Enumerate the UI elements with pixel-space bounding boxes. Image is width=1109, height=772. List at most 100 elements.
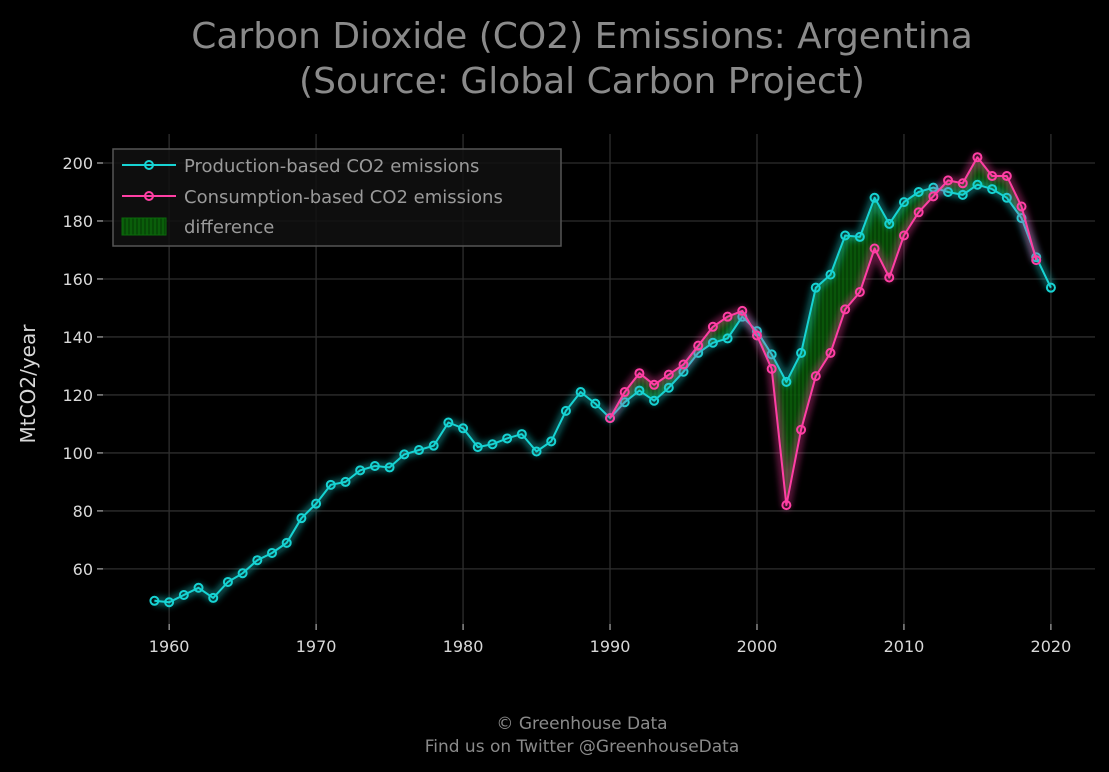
production-series-point (208, 592, 219, 603)
production-series-point (987, 184, 998, 195)
production-series-point (252, 555, 263, 566)
x-tick-label: 1980 (443, 637, 484, 656)
difference-fill (610, 157, 1037, 506)
y-tick-label: 200 (62, 154, 93, 173)
production-series-point (502, 433, 513, 444)
consumption-series-point (1001, 171, 1012, 182)
consumption-series-point (796, 424, 807, 435)
consumption-series-point (1031, 255, 1042, 266)
x-tick-label: 2000 (737, 637, 778, 656)
production-series-point (884, 218, 895, 229)
production-series-point (458, 423, 469, 434)
production-series-point (663, 382, 674, 393)
consumption-series-point (605, 413, 616, 424)
series-lines (149, 152, 1056, 608)
consumption-series-point (722, 311, 733, 322)
consumption-series-point (884, 272, 895, 283)
consumption-series-point (854, 287, 865, 298)
legend: Production-based CO2 emissions Consumpti… (112, 148, 562, 247)
consumption-series-point (840, 304, 851, 315)
production-series-point (193, 582, 204, 593)
production-series-point (1045, 282, 1056, 293)
y-tick-label: 180 (62, 212, 93, 231)
consumption-series-point (957, 178, 968, 189)
consumption-series-point (972, 152, 983, 163)
production-series-point (575, 387, 586, 398)
consumption-series-point (1016, 201, 1027, 212)
production-series-point (399, 449, 410, 460)
consumption-series-point (928, 191, 939, 202)
legend-frame (112, 148, 562, 247)
production-series-point (796, 347, 807, 358)
chart-title-line2: (Source: Global Carbon Project) (299, 61, 865, 102)
production-series-point (546, 436, 557, 447)
production-series-point (369, 460, 380, 471)
x-tick-label: 1970 (296, 637, 337, 656)
production-series-point (222, 576, 233, 587)
x-axis-ticks: 1960 1970 1980 1990 2000 2010 2020 (149, 624, 1071, 656)
production-series-point (443, 417, 454, 428)
production-series-point (355, 465, 366, 476)
production-series-point (913, 186, 924, 197)
production-series-point (869, 192, 880, 203)
chart-title-line1: Carbon Dioxide (CO2) Emissions: Argentin… (191, 16, 973, 57)
production-series-point (722, 333, 733, 344)
consumption-series-point (987, 171, 998, 182)
production-series-point (590, 398, 601, 409)
y-tick-label: 80 (73, 502, 93, 521)
consumption-series-point (737, 305, 748, 316)
footer-twitter: Find us on Twitter @GreenhouseData (425, 737, 740, 757)
y-tick-label: 160 (62, 270, 93, 289)
x-tick-label: 1960 (149, 637, 190, 656)
y-tick-label: 140 (62, 328, 93, 347)
production-series-point (854, 231, 865, 242)
consumption-series-point (781, 500, 792, 511)
consumption-series-point (943, 175, 954, 186)
production-series-point (281, 537, 292, 548)
production-series-point (340, 476, 351, 487)
legend-consumption-marker (144, 191, 154, 201)
consumption-series-point (898, 230, 909, 241)
production-series-point (781, 376, 792, 387)
production-series-point (472, 442, 483, 453)
production-series-point (840, 230, 851, 241)
y-tick-label: 60 (73, 560, 93, 579)
production-series-point (957, 189, 968, 200)
consumption-series-point (619, 387, 630, 398)
production-series-point (634, 385, 645, 396)
production-series-point (237, 568, 248, 579)
production-series-point (296, 513, 307, 524)
legend-production-marker (144, 160, 154, 170)
production-series-point (487, 439, 498, 450)
production-series-point (531, 446, 542, 457)
consumption-series-point (634, 368, 645, 379)
x-tick-label: 1990 (590, 637, 631, 656)
production-series-point (428, 440, 439, 451)
legend-production-label: Production-based CO2 emissions (184, 156, 479, 177)
consumption-series-point (707, 321, 718, 332)
production-series-point (1001, 192, 1012, 203)
x-tick-label: 2010 (884, 637, 925, 656)
production-series-point (898, 197, 909, 208)
y-tick-label: 100 (62, 444, 93, 463)
production-series-point (325, 479, 336, 490)
legend-difference-label: difference (184, 217, 274, 238)
production-series-point (384, 462, 395, 473)
production-series-point (810, 282, 821, 293)
consumption-series-point (825, 347, 836, 358)
production-series-point (649, 395, 660, 406)
difference-area (610, 157, 1037, 506)
consumption-series-point (678, 359, 689, 370)
production-series-point (516, 429, 527, 440)
consumption-series-point (649, 379, 660, 390)
consumption-series-point (869, 243, 880, 254)
consumption-series-point (663, 369, 674, 380)
production-series-point (825, 269, 836, 280)
consumption-series-point (810, 371, 821, 382)
legend-difference-swatch (121, 217, 167, 236)
production-series-point (972, 179, 983, 190)
consumption-series-point (766, 363, 777, 374)
production-series-point (178, 590, 189, 601)
production-series-point (413, 445, 424, 456)
